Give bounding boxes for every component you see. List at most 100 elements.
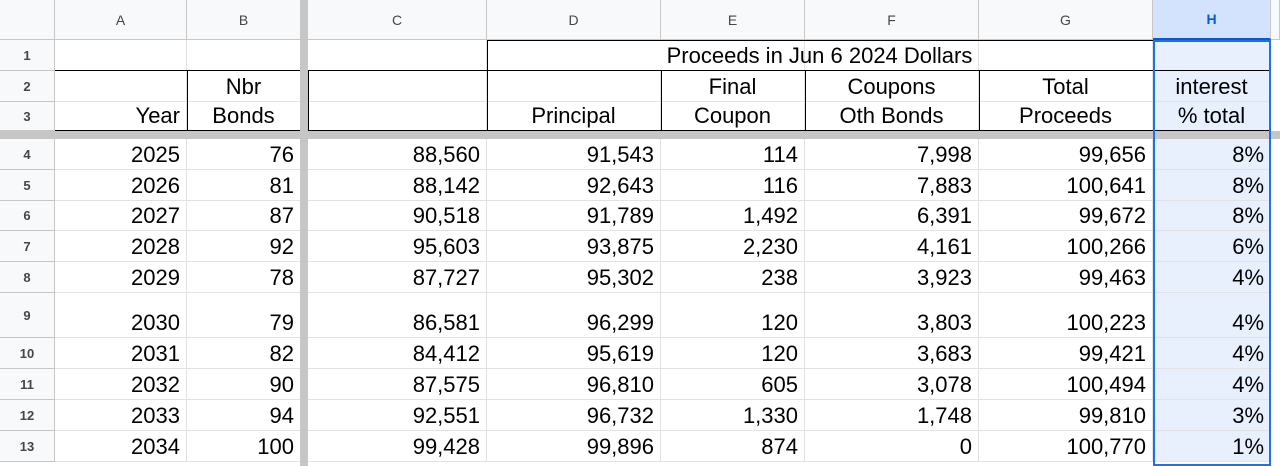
column-header-e[interactable]: E — [661, 0, 805, 40]
cell-c7[interactable]: 95,603 — [308, 231, 487, 262]
cell-e5[interactable]: 116 — [661, 170, 805, 201]
cell-h12[interactable]: 3% — [1153, 400, 1271, 431]
cell-d11[interactable]: 96,810 — [487, 369, 661, 400]
cell-e2[interactable]: Final — [661, 71, 805, 102]
cell-c2[interactable] — [308, 71, 487, 102]
column-header-g[interactable]: G — [979, 0, 1153, 40]
row-header-1[interactable]: 1 — [0, 40, 55, 71]
cell-a6[interactable]: 2027 — [55, 201, 187, 231]
cell-a3[interactable]: Year — [55, 102, 187, 131]
cell-f11[interactable]: 3,078 — [805, 369, 979, 400]
cell-h11[interactable]: 4% — [1153, 369, 1271, 400]
row-header-13[interactable]: 13 — [0, 431, 55, 462]
cell-e6[interactable]: 1,492 — [661, 201, 805, 231]
cell-g8[interactable]: 99,463 — [979, 262, 1153, 293]
cell-g9[interactable]: 100,223 — [979, 293, 1153, 338]
cell-c12[interactable]: 92,551 — [308, 400, 487, 431]
cell-f7[interactable]: 4,161 — [805, 231, 979, 262]
column-header-b[interactable]: B — [187, 0, 301, 40]
cell-g10[interactable]: 99,421 — [979, 338, 1153, 369]
cell-e10[interactable]: 120 — [661, 338, 805, 369]
cell-h7[interactable]: 6% — [1153, 231, 1271, 262]
cell-b7[interactable]: 92 — [187, 231, 301, 262]
row-header-11[interactable]: 11 — [0, 369, 55, 400]
frozen-column-divider[interactable] — [300, 0, 308, 466]
cell-c6[interactable]: 90,518 — [308, 201, 487, 231]
cell-b2[interactable]: Nbr — [187, 71, 301, 102]
cell-g13[interactable]: 100,770 — [979, 431, 1153, 462]
cell-g12[interactable]: 99,810 — [979, 400, 1153, 431]
cell-c3[interactable] — [308, 102, 487, 131]
cell-b12[interactable]: 94 — [187, 400, 301, 431]
cell-d6[interactable]: 91,789 — [487, 201, 661, 231]
cell-b6[interactable]: 87 — [187, 201, 301, 231]
cell-e7[interactable]: 2,230 — [661, 231, 805, 262]
cell-b3[interactable]: Bonds — [187, 102, 301, 131]
cell-e11[interactable]: 605 — [661, 369, 805, 400]
cell-a2[interactable] — [55, 71, 187, 102]
row-header-12[interactable]: 12 — [0, 400, 55, 431]
cell-c9[interactable]: 86,581 — [308, 293, 487, 338]
column-header-d[interactable]: D — [487, 0, 661, 40]
row-header-4[interactable]: 4 — [0, 139, 55, 170]
column-header-c[interactable]: C — [308, 0, 487, 40]
cell-d12[interactable]: 96,732 — [487, 400, 661, 431]
cell-h9[interactable]: 4% — [1153, 293, 1271, 338]
cell-a10[interactable]: 2031 — [55, 338, 187, 369]
select-all-corner[interactable] — [0, 0, 55, 40]
cell-b13[interactable]: 100 — [187, 431, 301, 462]
cell-b9[interactable]: 79 — [187, 293, 301, 338]
cell-h2[interactable]: interest — [1153, 71, 1271, 102]
cell-e9[interactable]: 120 — [661, 293, 805, 338]
cell-d9[interactable]: 96,299 — [487, 293, 661, 338]
cell-f3[interactable]: Oth Bonds — [805, 102, 979, 131]
cell-f2[interactable]: Coupons — [805, 71, 979, 102]
cell-b1[interactable] — [187, 40, 301, 71]
cell-g7[interactable]: 100,266 — [979, 231, 1153, 262]
row-header-9[interactable]: 9 — [0, 293, 55, 338]
cell-h5[interactable]: 8% — [1153, 170, 1271, 201]
cell-c11[interactable]: 87,575 — [308, 369, 487, 400]
cell-h1[interactable] — [1153, 40, 1271, 71]
row-header-8[interactable]: 8 — [0, 262, 55, 293]
cell-c10[interactable]: 84,412 — [308, 338, 487, 369]
cell-f5[interactable]: 7,883 — [805, 170, 979, 201]
cell-c8[interactable]: 87,727 — [308, 262, 487, 293]
cell-h3[interactable]: % total — [1153, 102, 1271, 131]
row-header-7[interactable]: 7 — [0, 231, 55, 262]
cell-d7[interactable]: 93,875 — [487, 231, 661, 262]
cell-d2[interactable] — [487, 71, 661, 102]
cell-e13[interactable]: 874 — [661, 431, 805, 462]
row-header-5[interactable]: 5 — [0, 170, 55, 201]
cell-c5[interactable]: 88,142 — [308, 170, 487, 201]
cell-b4[interactable]: 76 — [187, 139, 301, 170]
cell-d13[interactable]: 99,896 — [487, 431, 661, 462]
cell-g6[interactable]: 99,672 — [979, 201, 1153, 231]
cell-d8[interactable]: 95,302 — [487, 262, 661, 293]
cell-e4[interactable]: 114 — [661, 139, 805, 170]
cell-e12[interactable]: 1,330 — [661, 400, 805, 431]
cell-g5[interactable]: 100,641 — [979, 170, 1153, 201]
cell-g3[interactable]: Proceeds — [979, 102, 1153, 131]
cell-f12[interactable]: 1,748 — [805, 400, 979, 431]
cell-h4[interactable]: 8% — [1153, 139, 1271, 170]
cell-a4[interactable]: 2025 — [55, 139, 187, 170]
cell-g2[interactable]: Total — [979, 71, 1153, 102]
cell-b10[interactable]: 82 — [187, 338, 301, 369]
cell-a13[interactable]: 2034 — [55, 431, 187, 462]
cell-b5[interactable]: 81 — [187, 170, 301, 201]
cell-g11[interactable]: 100,494 — [979, 369, 1153, 400]
cell-a7[interactable]: 2028 — [55, 231, 187, 262]
cell-f4[interactable]: 7,998 — [805, 139, 979, 170]
cell-a1[interactable] — [55, 40, 187, 71]
cell-b11[interactable]: 90 — [187, 369, 301, 400]
cell-f6[interactable]: 6,391 — [805, 201, 979, 231]
cell-e3[interactable]: Coupon — [661, 102, 805, 131]
cell-e8[interactable]: 238 — [661, 262, 805, 293]
row-header-6[interactable]: 6 — [0, 201, 55, 231]
cell-f8[interactable]: 3,923 — [805, 262, 979, 293]
row-header-3[interactable]: 3 — [0, 102, 55, 131]
cell-a11[interactable]: 2032 — [55, 369, 187, 400]
cell-a5[interactable]: 2026 — [55, 170, 187, 201]
cell-f9[interactable]: 3,803 — [805, 293, 979, 338]
